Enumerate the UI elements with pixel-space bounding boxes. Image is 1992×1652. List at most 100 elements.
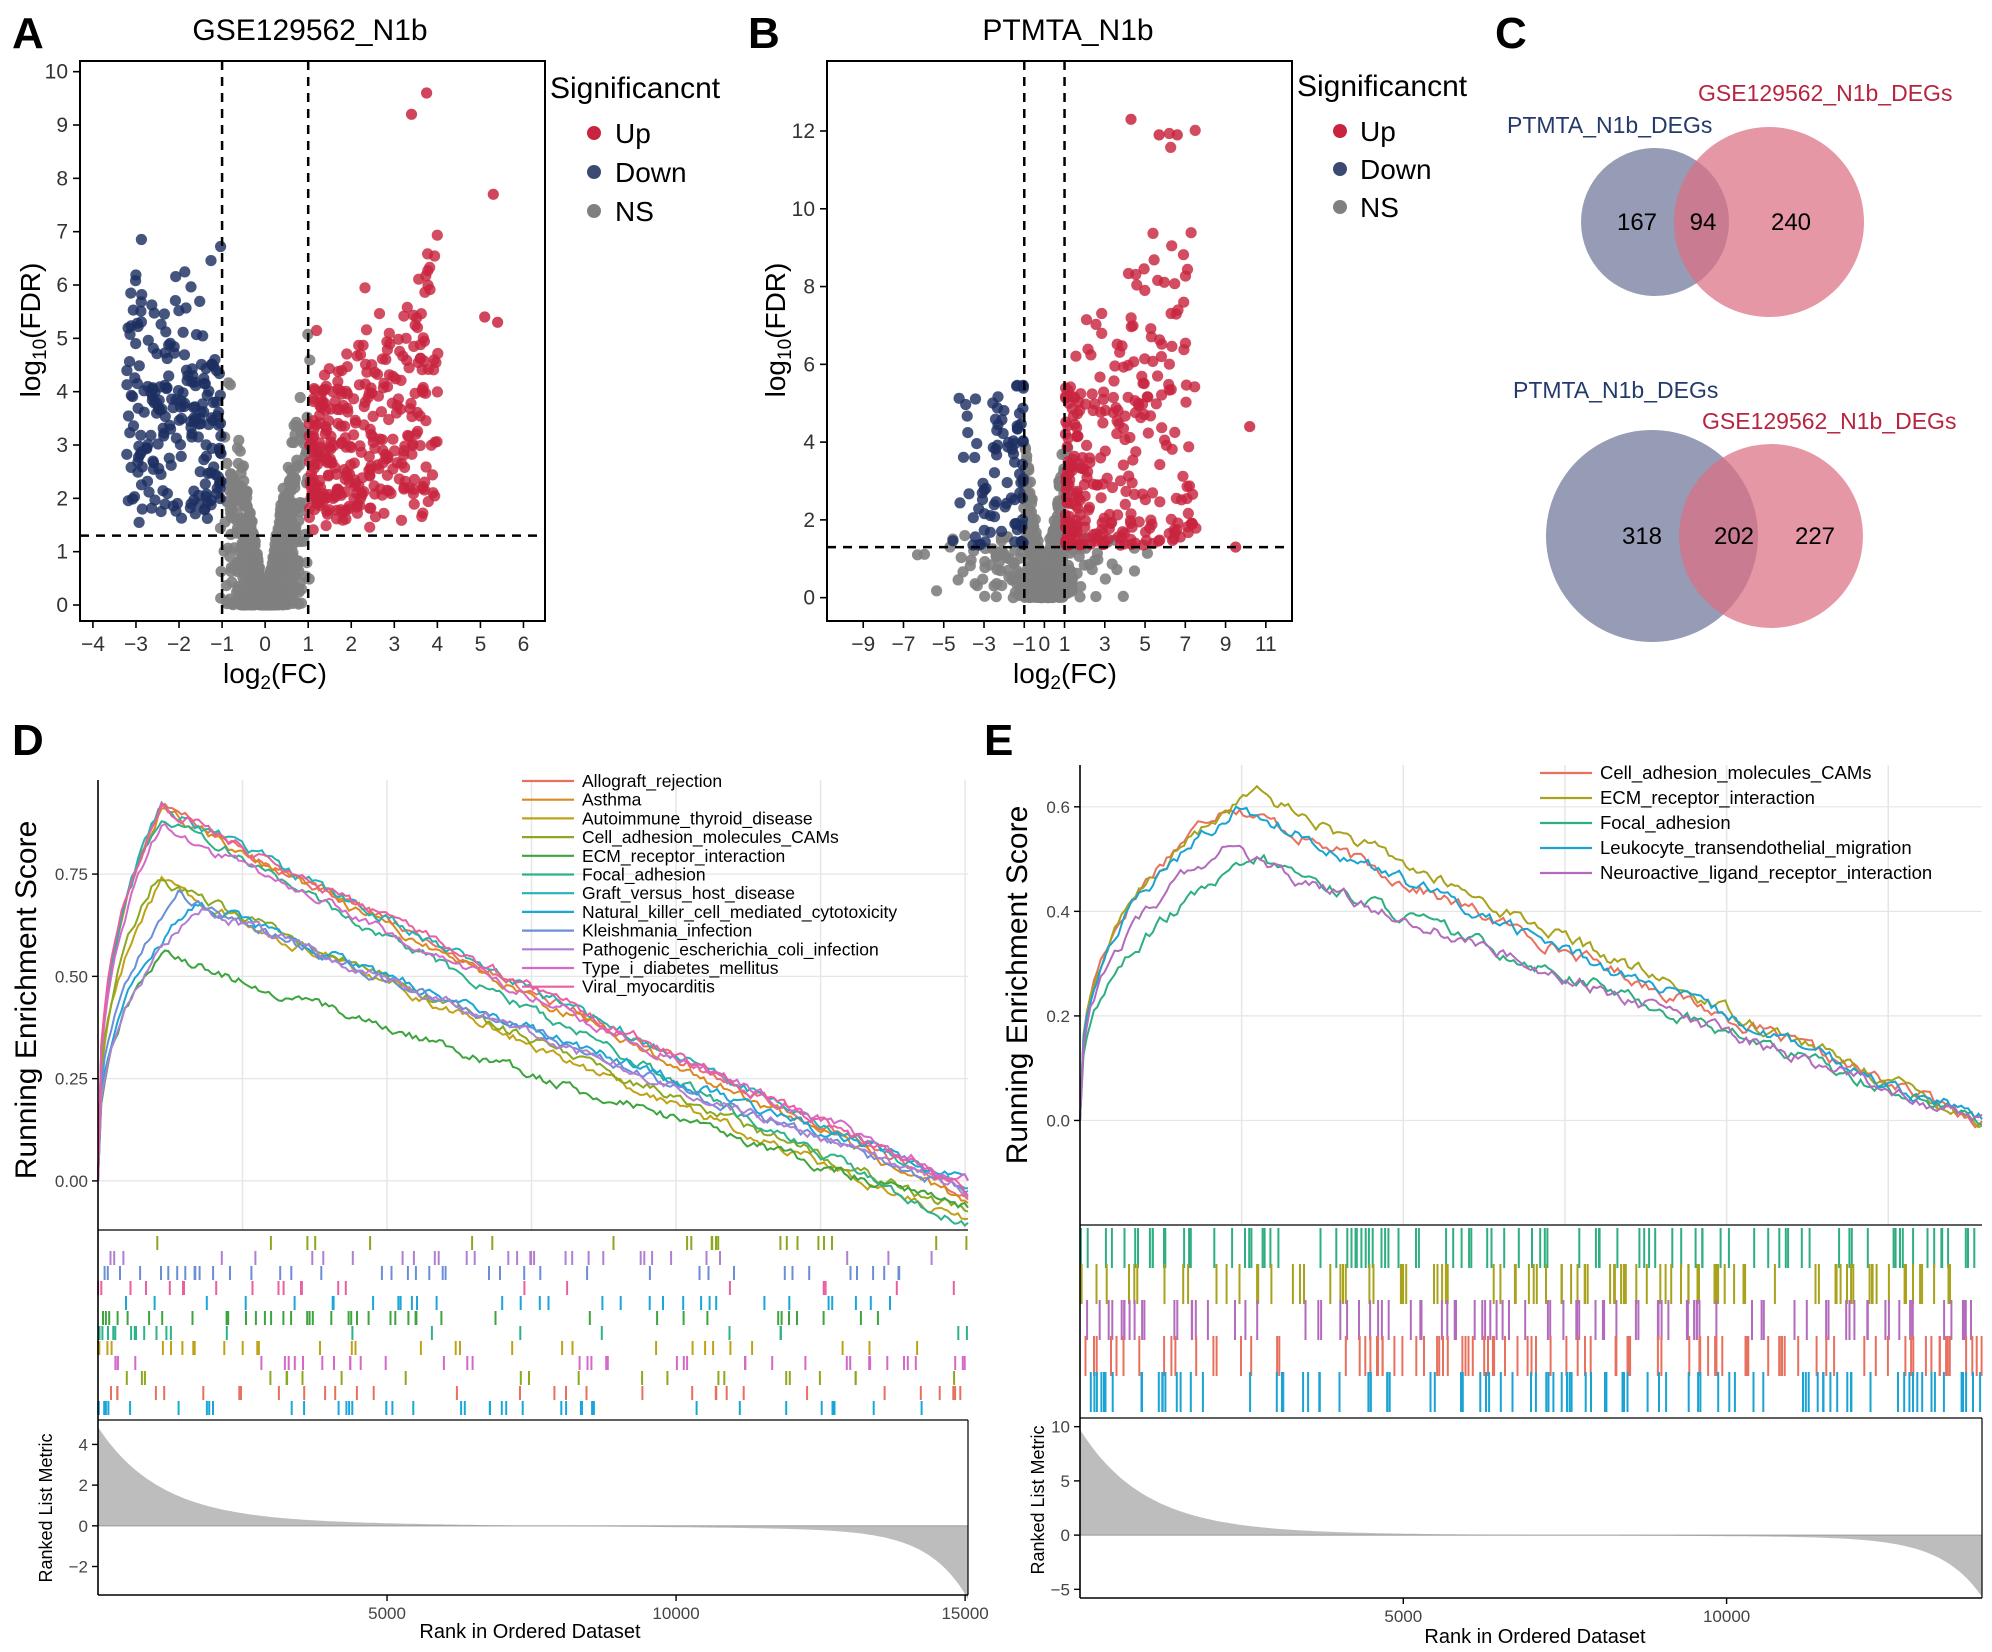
gsea-line-leukocyte-transendothelial-migration xyxy=(1079,805,1983,1121)
volcano-point xyxy=(1071,520,1083,532)
volcano-point xyxy=(973,539,985,551)
venn-top-right-count: 240 xyxy=(1771,209,1811,236)
volcano-point xyxy=(969,451,981,464)
venn-top-left-count: 167 xyxy=(1617,209,1657,236)
venn-top-left-label: PTMTA_N1b_DEGs xyxy=(1507,112,1712,138)
volcano-point xyxy=(209,354,221,366)
volcano-x-tick-label: −1 xyxy=(210,633,234,656)
volcano-point xyxy=(1166,240,1178,252)
volcano-point xyxy=(124,427,136,439)
volcano-point xyxy=(957,451,970,463)
volcano-point xyxy=(143,486,155,498)
volcano-point xyxy=(170,271,182,283)
volcano-point xyxy=(962,427,974,439)
volcano-point xyxy=(188,485,200,497)
volcano-x-tick-label: 3 xyxy=(1099,633,1111,656)
volcano-point xyxy=(158,308,170,320)
volcano-point xyxy=(1097,478,1109,490)
volcano-b-x-ticks: −9 −7 −5 −3 −1 0 1 3 5 7 9 11 xyxy=(851,621,1277,656)
volcano-a-x-label: log2(FC) xyxy=(223,658,327,694)
volcano-point xyxy=(1064,474,1076,486)
volcano-a-legend-down: Down xyxy=(615,157,687,188)
volcano-y-tick-label: 6 xyxy=(803,353,815,376)
volcano-point xyxy=(971,438,983,450)
gsea-y-tick-label: 0.4 xyxy=(1046,902,1070,921)
volcano-point xyxy=(354,440,366,452)
volcano-point xyxy=(1095,406,1107,418)
volcano-point xyxy=(179,266,191,278)
volcano-point xyxy=(424,261,436,273)
volcano-point xyxy=(1182,507,1194,519)
volcano-b-legend-ns-swatch xyxy=(1333,200,1347,214)
volcano-point xyxy=(135,479,148,491)
volcano-point xyxy=(378,507,390,519)
volcano-point xyxy=(1127,454,1139,466)
volcano-b-points xyxy=(911,113,1256,604)
volcano-point xyxy=(221,457,233,469)
volcano-point xyxy=(184,502,196,514)
volcano-point xyxy=(1154,534,1166,546)
volcano-point xyxy=(1165,383,1177,396)
gsea-legend-label: ECM_receptor_interaction xyxy=(582,846,785,867)
volcano-point xyxy=(341,388,353,400)
volcano-point xyxy=(314,441,326,453)
volcano-point xyxy=(978,508,991,520)
volcano-a: −4 −3 −2 −1 0 1 2 3 4 5 6 0 1 2 3 4 5 6 7 8 9 10 log2(FC) lo… xyxy=(15,60,721,694)
volcano-point xyxy=(146,502,158,514)
volcano-y-tick-label: 1 xyxy=(56,541,68,564)
volcano-point xyxy=(1166,340,1178,352)
volcano-point xyxy=(364,521,376,533)
gsea-ranked-tick-label: 4 xyxy=(79,1435,88,1454)
volcano-point xyxy=(1177,470,1189,482)
volcano-point xyxy=(327,492,339,504)
volcano-point xyxy=(1154,459,1166,471)
volcano-point xyxy=(426,469,439,481)
volcano-point xyxy=(991,564,1003,576)
volcano-point xyxy=(1170,492,1182,504)
volcano-a-legend-up-swatch xyxy=(587,126,601,140)
gsea-legend-label: Natural_killer_cell_mediated_cytotoxicit… xyxy=(582,902,897,923)
volcano-point xyxy=(988,467,1001,479)
volcano-point xyxy=(978,524,990,536)
volcano-point xyxy=(311,324,323,337)
volcano-a-legend-down-swatch xyxy=(587,165,601,179)
volcano-point xyxy=(1114,346,1126,358)
volcano-point xyxy=(190,329,203,341)
volcano-point xyxy=(164,337,176,349)
volcano-point xyxy=(330,468,342,480)
volcano-point xyxy=(348,457,360,469)
volcano-point xyxy=(1075,581,1087,593)
volcano-point xyxy=(1050,589,1062,602)
volcano-point xyxy=(1073,396,1085,408)
gsea-ranked-tick-label: −2 xyxy=(69,1558,88,1577)
volcano-point xyxy=(383,413,395,426)
volcano-point xyxy=(332,366,344,378)
volcano-point xyxy=(961,410,973,422)
volcano-point xyxy=(376,353,388,365)
volcano-point xyxy=(194,295,206,307)
volcano-point xyxy=(151,407,163,419)
gsea-e-ranked-label: Ranked List Metric xyxy=(1028,1425,1048,1574)
volcano-point xyxy=(1172,517,1184,529)
volcano-point xyxy=(1163,358,1175,370)
volcano-point xyxy=(146,299,158,311)
gsea-d-legend: Allograft_rejectionAsthmaAutoimmune_thyr… xyxy=(522,771,897,998)
volcano-point xyxy=(387,463,399,475)
volcano-point xyxy=(175,401,187,413)
volcano-point xyxy=(320,520,332,532)
volcano-point xyxy=(1090,318,1102,330)
gsea-line-natural-killer-cell-mediated-cytotoxicity xyxy=(97,901,969,1181)
volcano-x-tick-label: 9 xyxy=(1220,633,1232,656)
volcano-point xyxy=(353,379,365,391)
volcano-point xyxy=(121,379,133,391)
volcano-point xyxy=(1114,539,1127,551)
volcano-point xyxy=(236,485,249,497)
volcano-point xyxy=(420,270,432,282)
volcano-y-tick-label: 6 xyxy=(56,274,68,297)
volcano-point xyxy=(163,452,175,464)
volcano-point xyxy=(1119,433,1131,446)
volcano-x-tick-label: 5 xyxy=(475,633,487,656)
volcano-point xyxy=(215,240,227,253)
volcano-point xyxy=(1078,479,1090,491)
volcano-b-legend-title: Significancnt xyxy=(1297,70,1468,103)
